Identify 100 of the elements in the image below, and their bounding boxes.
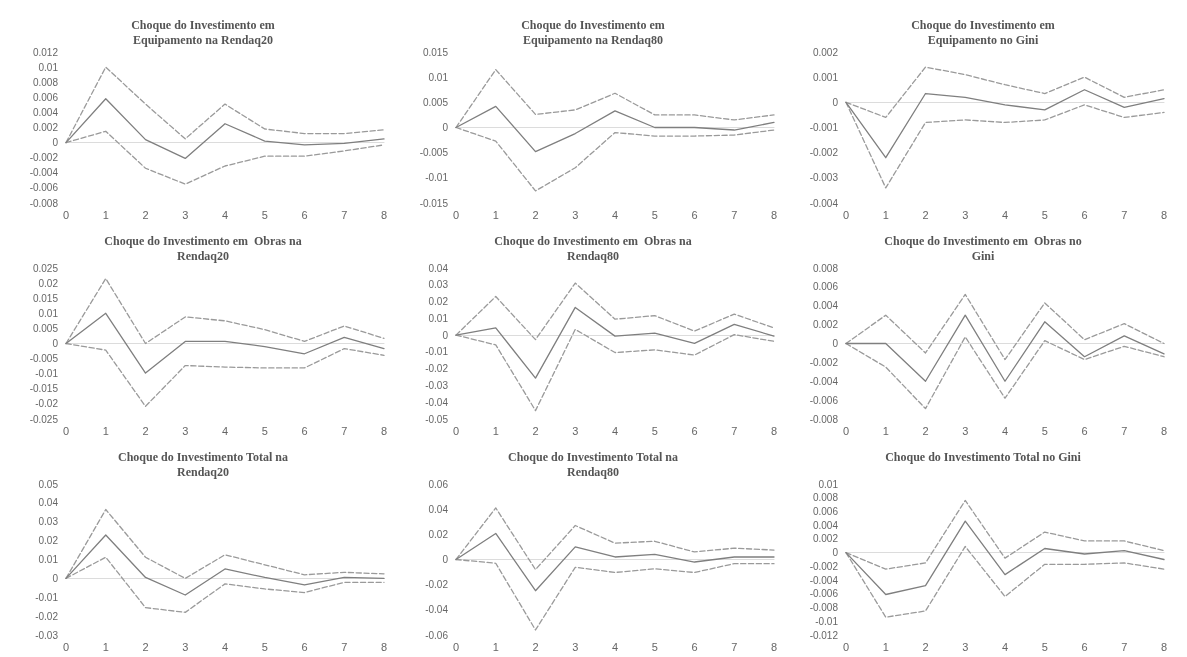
chart-title: Choque do Investimento em Obras na Rendaq20 bbox=[104, 233, 302, 263]
line-series bbox=[65, 98, 385, 160]
x-tick-label: 1 bbox=[882, 640, 889, 653]
y-tick-label: 0.02 bbox=[38, 535, 59, 547]
x-tick-label: 6 bbox=[691, 208, 698, 221]
y-tick-label: 0 bbox=[442, 329, 449, 341]
x-tick-label: 1 bbox=[492, 208, 499, 221]
y-tick-label: 0 bbox=[832, 338, 839, 349]
x-tick-label: 5 bbox=[651, 640, 658, 653]
y-tick-label: 0.015 bbox=[422, 46, 449, 58]
y-tick-label: -0.01 bbox=[815, 615, 839, 627]
x-tick-label: 5 bbox=[1041, 208, 1048, 221]
x-tick-label: 5 bbox=[261, 424, 268, 437]
x-tick-label: 2 bbox=[532, 424, 539, 437]
y-tick-label: 0.02 bbox=[38, 277, 59, 289]
y-tick-label: 0.015 bbox=[32, 292, 59, 304]
y-tick-label: 0.004 bbox=[32, 106, 59, 118]
y-tick-label: -0.012 bbox=[809, 629, 839, 641]
x-tick-label: 0 bbox=[842, 640, 850, 653]
x-tick-label: 0 bbox=[452, 208, 460, 221]
y-tick-label: 0 bbox=[52, 572, 59, 584]
y-tick-label: -0.02 bbox=[425, 363, 449, 375]
y-tick-label: -0.02 bbox=[425, 579, 449, 591]
chart-title: Choque do Investimento Total na Rendaq20 bbox=[117, 449, 289, 479]
y-tick-label: -0.006 bbox=[809, 588, 839, 600]
y-tick-label: 0.008 bbox=[812, 492, 839, 504]
x-tick-label: 0 bbox=[452, 424, 460, 437]
x-tick-label: 6 bbox=[691, 640, 698, 653]
x-tick-label: 8 bbox=[1160, 424, 1168, 437]
chart-title: Choque do Investimento em Equipamento na Rendaq80 bbox=[521, 17, 665, 47]
y-tick-label: -0.006 bbox=[809, 394, 839, 406]
y-tick-label: 0.006 bbox=[32, 91, 59, 103]
x-tick-label: 5 bbox=[651, 208, 658, 221]
y-tick-label: 0.006 bbox=[812, 281, 839, 293]
y-tick-label: -0.03 bbox=[425, 379, 449, 391]
x-tick-label: 0 bbox=[62, 208, 70, 221]
x-tick-label: 0 bbox=[842, 424, 850, 437]
y-tick-label: 0.04 bbox=[428, 262, 449, 274]
y-tick-label: 0.01 bbox=[428, 71, 449, 83]
y-tick-label: -0.004 bbox=[29, 167, 59, 179]
x-tick-label: 2 bbox=[142, 208, 149, 221]
y-tick-label: 0.01 bbox=[38, 554, 59, 565]
x-tick-label: 6 bbox=[1081, 208, 1088, 221]
x-tick-label: 4 bbox=[611, 640, 619, 653]
x-tick-label: 1 bbox=[882, 424, 889, 437]
x-tick-label: 8 bbox=[380, 640, 388, 653]
x-tick-label: 8 bbox=[1160, 640, 1168, 653]
y-tick-label: 0.05 bbox=[38, 478, 59, 490]
x-tick-label: 3 bbox=[572, 640, 579, 653]
line-series bbox=[455, 306, 775, 379]
x-tick-label: 7 bbox=[731, 208, 738, 221]
x-tick-label: 4 bbox=[1001, 208, 1009, 221]
line-series bbox=[845, 89, 1165, 159]
y-tick-label: -0.01 bbox=[425, 346, 449, 358]
x-tick-label: 6 bbox=[1081, 424, 1088, 437]
x-tick-label: 2 bbox=[142, 640, 149, 653]
x-tick-label: 7 bbox=[341, 424, 348, 437]
x-tick-label: 5 bbox=[261, 640, 268, 653]
x-tick-label: 8 bbox=[770, 640, 778, 653]
chart-title: Choque do Investimento Total no Gini bbox=[885, 449, 1082, 464]
x-tick-label: 3 bbox=[572, 208, 579, 221]
y-tick-label: -0.002 bbox=[809, 356, 839, 368]
y-tick-label: -0.008 bbox=[809, 413, 839, 425]
x-tick-label: 3 bbox=[962, 424, 969, 437]
x-tick-label: 4 bbox=[221, 208, 229, 221]
x-tick-label: 6 bbox=[1081, 640, 1088, 653]
y-tick-label: -0.015 bbox=[419, 197, 449, 209]
y-tick-label: 0.012 bbox=[32, 46, 59, 58]
y-tick-label: 0.04 bbox=[38, 497, 59, 509]
y-tick-label: 0.002 bbox=[32, 122, 59, 133]
line-series bbox=[65, 534, 385, 596]
y-tick-label: -0.01 bbox=[35, 368, 59, 380]
y-tick-label: 0.01 bbox=[38, 307, 59, 319]
x-tick-label: 0 bbox=[62, 424, 70, 437]
y-tick-label: 0.005 bbox=[32, 322, 59, 334]
x-tick-label: 0 bbox=[62, 640, 70, 653]
y-tick-label: 0.04 bbox=[428, 503, 449, 515]
y-tick-label: 0.06 bbox=[428, 478, 449, 490]
x-tick-label: 5 bbox=[261, 208, 268, 221]
x-tick-label: 7 bbox=[1121, 208, 1128, 221]
x-tick-label: 7 bbox=[1121, 640, 1128, 653]
y-tick-label: 0.001 bbox=[812, 71, 839, 83]
chart-title: Choque do Investimento Total na Rendaq80 bbox=[507, 449, 679, 479]
y-tick-label: 0.02 bbox=[428, 528, 449, 540]
x-tick-label: 2 bbox=[922, 424, 929, 437]
x-tick-label: 5 bbox=[1041, 640, 1048, 653]
y-tick-label: -0.004 bbox=[809, 574, 839, 586]
y-tick-label: 0.002 bbox=[812, 46, 839, 58]
x-tick-label: 8 bbox=[1160, 208, 1168, 221]
y-tick-label: -0.005 bbox=[29, 353, 59, 365]
x-tick-label: 2 bbox=[922, 208, 929, 221]
y-tick-label: 0.025 bbox=[32, 262, 59, 274]
y-tick-label: -0.003 bbox=[809, 172, 839, 184]
y-tick-label: -0.02 bbox=[35, 398, 59, 410]
x-tick-label: 1 bbox=[102, 208, 109, 221]
x-tick-label: 3 bbox=[572, 424, 579, 437]
x-tick-label: 2 bbox=[922, 640, 929, 653]
x-tick-label: 1 bbox=[492, 424, 499, 437]
y-tick-label: -0.001 bbox=[809, 122, 839, 133]
y-tick-label: 0 bbox=[52, 338, 59, 349]
